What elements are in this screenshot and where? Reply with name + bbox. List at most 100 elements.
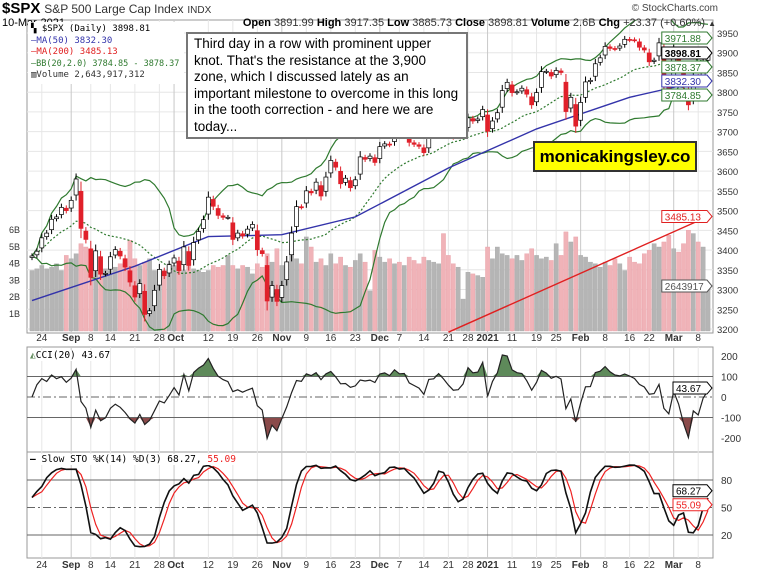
volume-bar [348,266,353,332]
date-axis-label: 8 [695,560,701,571]
candle-body [274,289,280,302]
candle [387,141,392,148]
volume-bar [250,273,255,332]
candle [543,68,549,75]
candle [617,43,623,51]
price-axis-label: 3250 [717,305,738,316]
watermark-label: monicakingsley.co [533,141,697,172]
volume-bar [343,265,348,332]
candle [343,175,348,186]
candle [485,109,490,137]
price-legend: ▚ $SPX (Daily) 3898.81 –MA(50) 3832.30 –… [28,22,184,84]
volume-bar [646,250,652,332]
annotation-box: Third day in a row with prominent upper … [186,32,468,139]
date-axis-label: 24 [36,560,48,571]
sto-axis-label: 80 [721,476,733,487]
volume-axis-label: 4B [9,259,20,269]
candle [583,76,588,103]
candle [534,88,539,106]
candle-body [210,199,216,207]
candle [328,155,334,178]
candle-body [534,92,539,103]
candle [132,281,138,302]
date-axis-label: Oct [167,333,184,344]
candle [225,214,231,220]
sto-axis-label: 50 [721,504,733,515]
candle [98,250,103,281]
volume-bar [392,263,397,332]
candle [196,227,201,244]
legend-volume-text: Volume 2,643,917,312 [36,70,145,80]
date-axis-label: 26 [252,333,264,344]
date-axis-label: Nov [272,333,291,344]
sto-legend: – Slow STO %K(14) %D(3) 68.27, 55.09 [30,454,236,465]
symbol: $SPX [2,0,41,17]
volume-bar [137,265,143,332]
volume-bar [328,253,334,332]
candle-body [93,250,99,272]
volume-bar [558,255,564,332]
date-axis-label: 2021 [476,560,499,571]
candle [171,254,177,267]
volume-bar [78,243,84,332]
ma50-tag: 3832.30 [661,74,713,88]
candle-body [166,264,172,274]
candle [117,247,123,260]
date-axis-label: 23 [350,333,362,344]
candle-body [29,255,35,258]
candle-body [103,273,108,275]
volume-bar [519,260,525,332]
low-value: 3885.73 [412,17,452,29]
bb-mid-tag-box [661,60,713,74]
candle [563,74,569,120]
date-axis-label: 8 [602,333,608,344]
volume-axis-label: 3B [9,275,20,285]
volume-bar [161,275,167,332]
candle-body [323,176,329,192]
candle-body [132,285,138,298]
volume-bar [524,253,530,332]
candle-body [127,270,133,283]
volume-bar [387,258,392,332]
candle-body [220,215,226,218]
candle-body [196,231,201,241]
volume-bar [578,255,583,332]
volume-bar [416,263,422,332]
sto-k-tag-box [672,484,713,498]
date-axis-label: 16 [624,560,636,571]
price-axis-label: 3300 [717,286,738,297]
candle-body [152,289,157,307]
price-axis-label: 3800 [717,88,738,99]
bb-middle-line [31,56,709,275]
volume-bar [426,260,432,332]
date-axis-label: 22 [644,333,656,344]
candle [210,195,216,210]
candle-body [617,45,623,49]
candle [137,279,143,299]
area-icon: ◭ [30,350,36,361]
volume-bar [490,258,495,332]
candle-body [88,248,94,278]
date-axis-label: 8 [88,560,94,571]
date-axis-label: Sep [62,560,80,571]
candle [220,213,226,220]
volume-bar [333,263,339,332]
date-axis-label: 21 [129,560,141,571]
candle [588,77,593,85]
candle [504,78,510,93]
candle [127,266,133,287]
volume-bar [622,270,628,332]
candle [357,151,363,180]
candle-body [112,249,118,256]
index-name: S&P 500 Large Cap Index [44,2,184,16]
candle [641,45,647,53]
candle-body [372,157,378,163]
candle-body [338,170,343,185]
volume-bar [460,298,466,332]
price-axis-label: 3500 [717,207,738,218]
ma200-line [448,215,709,333]
date-axis-label: 11 [507,333,518,344]
candle [490,117,495,133]
volume-bar [59,270,64,332]
volume-bar [446,255,451,332]
